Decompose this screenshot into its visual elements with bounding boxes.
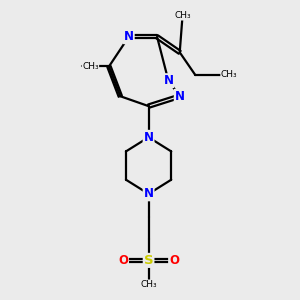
Text: O: O [169, 254, 179, 267]
Text: N: N [124, 30, 134, 43]
Text: CH₃: CH₃ [221, 70, 237, 80]
Text: O: O [118, 254, 128, 267]
Text: CH₃: CH₃ [82, 62, 99, 71]
Text: N: N [144, 188, 154, 200]
Text: N: N [144, 131, 154, 144]
Text: S: S [144, 254, 153, 267]
Text: N: N [175, 90, 185, 103]
Text: N: N [164, 74, 173, 87]
Text: CH₃: CH₃ [174, 11, 191, 20]
Text: CH₃: CH₃ [140, 280, 157, 289]
